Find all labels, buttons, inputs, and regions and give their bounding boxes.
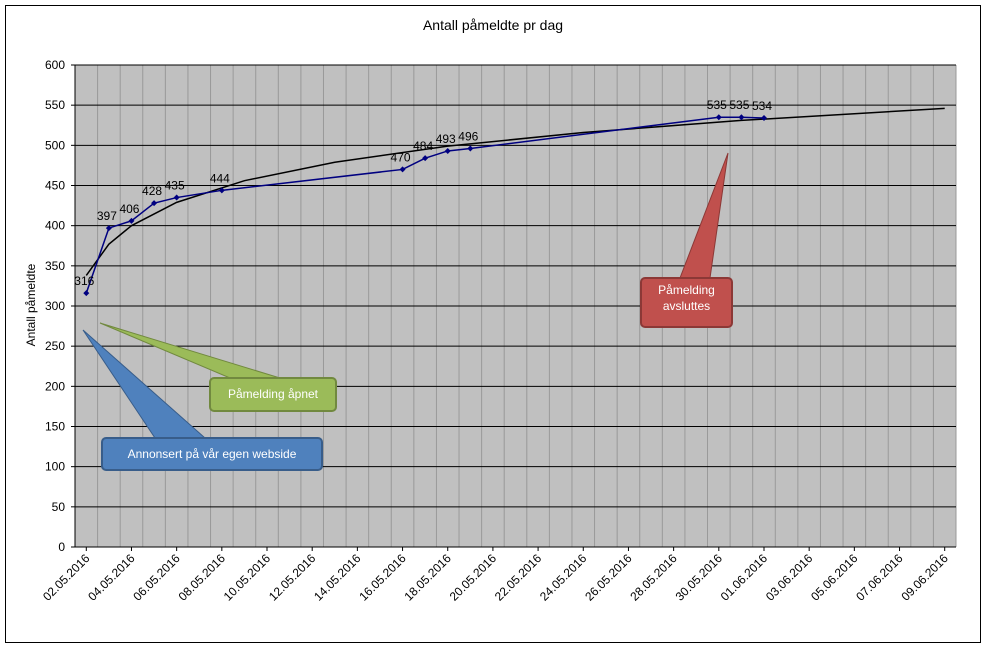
data-label: 496 <box>458 130 478 144</box>
point <box>173 194 180 201</box>
data-label: 397 <box>97 209 117 223</box>
y-tick-label: 350 <box>45 259 65 273</box>
data-label: 470 <box>391 150 411 164</box>
data-label: 435 <box>165 179 185 193</box>
point <box>715 114 722 121</box>
point <box>83 290 90 297</box>
y-tick-label: 400 <box>45 219 65 233</box>
annotation: Påmelding åpnet <box>228 387 319 401</box>
callout-green: Påmelding åpnet <box>99 322 337 412</box>
callout-red: Påmelding avsluttes <box>640 152 733 328</box>
y-tick-label: 100 <box>45 460 65 474</box>
data-label: 428 <box>142 184 162 198</box>
annotation: Annonsert på vår egen webside <box>128 447 297 461</box>
y-axis-title: Antall påmeldte <box>24 263 38 346</box>
y-tick-label: 500 <box>45 138 65 152</box>
marks <box>71 64 956 551</box>
data-label: 535 <box>729 98 749 112</box>
data-label: 444 <box>210 171 230 185</box>
data-label: 316 <box>74 274 94 288</box>
point <box>399 166 406 173</box>
y-tick-label: 300 <box>45 299 65 313</box>
point <box>444 147 451 154</box>
point <box>128 217 135 224</box>
annotation: Påmelding avsluttes <box>658 283 715 313</box>
y-tick-label: 250 <box>45 339 65 353</box>
data-label: 406 <box>119 202 139 216</box>
data-label: 493 <box>436 132 456 146</box>
y-tick-label: 50 <box>52 500 66 514</box>
point <box>105 225 112 232</box>
point <box>218 187 225 194</box>
y-tick-label: 150 <box>45 420 65 434</box>
point <box>422 155 429 162</box>
data-label: 484 <box>413 139 433 153</box>
point <box>760 115 767 122</box>
chart-title: Antall påmeldte pr dag <box>423 17 563 33</box>
data-label: 534 <box>752 99 772 113</box>
point <box>467 145 474 152</box>
y-tick-label: 600 <box>45 58 65 72</box>
y-tick-label: 450 <box>45 179 65 193</box>
data-label: 535 <box>707 98 727 112</box>
point <box>151 200 158 207</box>
trendline <box>85 107 945 276</box>
callout-blue: Annonsert på vår egen webside <box>82 329 323 471</box>
annotation-box: Påmelding avsluttes <box>658 283 715 313</box>
point <box>738 114 745 121</box>
y-tick-label: 200 <box>45 379 65 393</box>
y-tick-label: 550 <box>45 98 65 112</box>
y-tick-label: 0 <box>58 540 65 554</box>
